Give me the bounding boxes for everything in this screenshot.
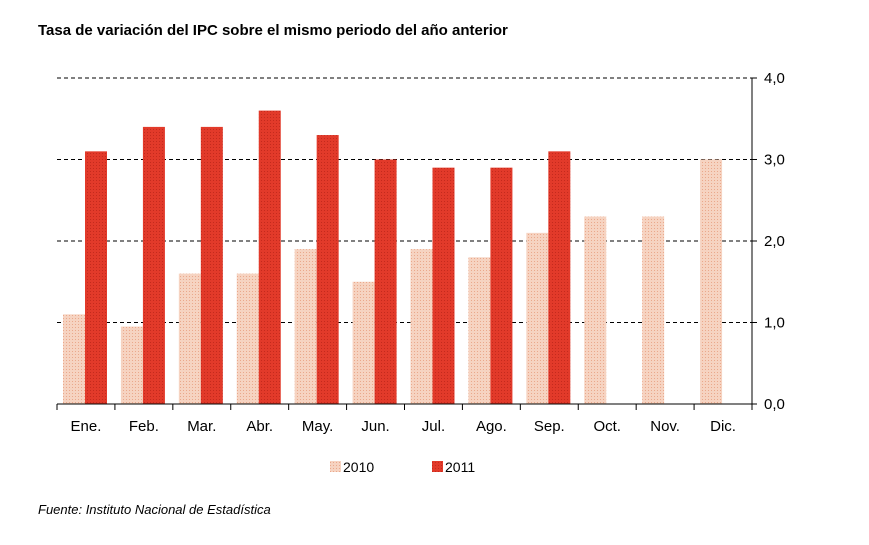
- source-note: Fuente: Instituto Nacional de Estadístic…: [38, 502, 271, 517]
- bar-2011-jun: [374, 159, 397, 404]
- legend-label-2010: 2010: [343, 459, 374, 475]
- bar-2010-oct: [584, 216, 607, 404]
- bar-2011-mar: [200, 126, 223, 405]
- bar-2010-feb: [120, 326, 143, 404]
- x-tick-label: Mar.: [187, 418, 216, 435]
- bar-2011-jul: [432, 167, 455, 404]
- bar-2010-ene: [63, 314, 85, 404]
- y-tick-label: 2,0: [764, 233, 785, 250]
- bar-2010-sep: [526, 232, 549, 404]
- legend-swatch-2010: [330, 461, 341, 472]
- y-tick-label: 1,0: [764, 315, 785, 332]
- x-tick-label: Dic.: [710, 418, 736, 435]
- bar-2010-abr: [236, 273, 259, 404]
- bar-2010-dic: [700, 159, 723, 404]
- x-tick-label: May.: [302, 418, 333, 435]
- bar-2011-sep: [548, 151, 571, 404]
- x-tick-label: Jul.: [422, 418, 445, 435]
- bar-2011-ene: [85, 151, 107, 404]
- bar-2011-ago: [490, 167, 513, 404]
- x-tick-label: Oct.: [593, 418, 621, 435]
- x-tick-label: Abr.: [246, 418, 273, 435]
- gridlines: [57, 77, 752, 323]
- y-tick-label: 3,0: [764, 152, 785, 169]
- y-tick-label: 4,0: [764, 70, 785, 87]
- bar-2010-jun: [352, 281, 375, 404]
- legend: 2010 2011: [330, 459, 475, 475]
- bar-2010-may: [294, 249, 317, 404]
- y-tick-label: 0,0: [764, 396, 785, 413]
- bar-2011-may: [316, 135, 339, 405]
- legend-label-2011: 2011: [445, 459, 475, 475]
- bars: [63, 110, 723, 405]
- axes: 0,0 1,0 2,0 3,0 4,0 Ene. Feb. Mar. Abr. May. Jun. J…: [56, 70, 785, 435]
- x-tick-label: Sep.: [534, 418, 565, 435]
- bar-2011-abr: [258, 110, 281, 404]
- bar-2010-nov: [642, 216, 665, 404]
- chart-title: Tasa de variación del IPC sobre el mismo…: [38, 22, 508, 39]
- x-tick-label: Jun.: [361, 418, 389, 435]
- x-tick-label: Ago.: [476, 418, 507, 435]
- x-tick-label: Ene.: [71, 418, 102, 435]
- bar-2010-jul: [410, 249, 433, 404]
- bar-2011-feb: [142, 126, 165, 405]
- x-tick-label: Nov.: [650, 418, 680, 435]
- bar-2010-mar: [178, 273, 201, 404]
- x-tick-label: Feb.: [129, 418, 159, 435]
- bar-2010-ago: [468, 257, 491, 404]
- legend-swatch-2011: [432, 461, 443, 472]
